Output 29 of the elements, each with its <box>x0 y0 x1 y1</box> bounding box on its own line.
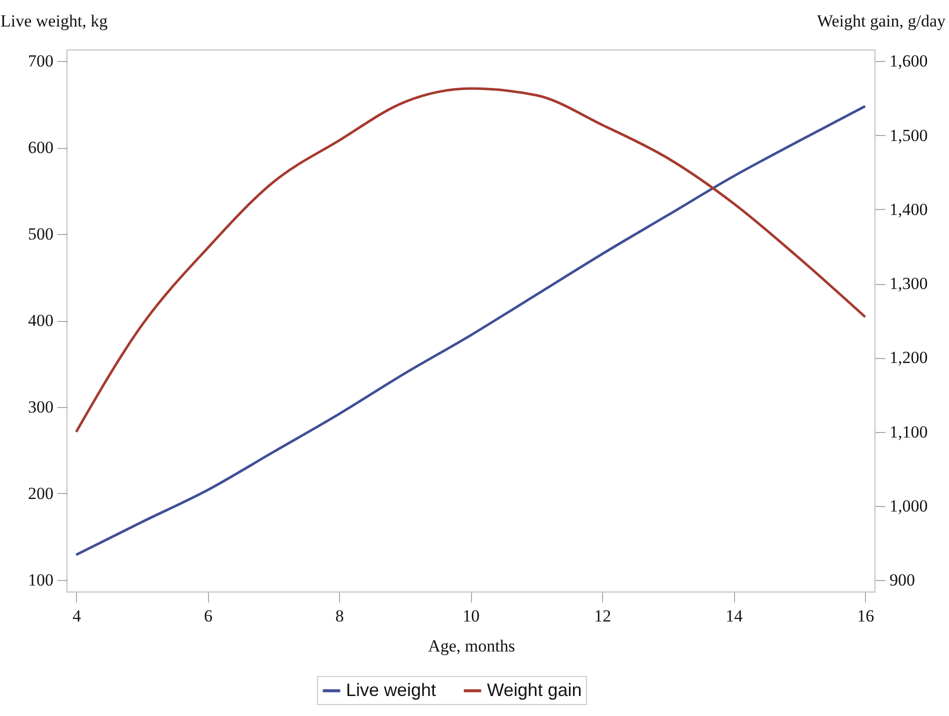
y-tick-label: 700 <box>28 52 54 71</box>
line-series <box>74 87 866 434</box>
y2-tick-label: 900 <box>890 570 915 590</box>
y2-tick-label: 1,600 <box>890 52 928 71</box>
x-tick-label: 4 <box>72 606 82 626</box>
y-tick-label: 600 <box>28 138 54 158</box>
x-tick-label: 14 <box>726 606 744 626</box>
y-tick-label: 100 <box>28 570 54 590</box>
y2-tick-label: 1,400 <box>890 200 928 219</box>
x-tick-label: 6 <box>204 606 212 626</box>
x-tick-label: 10 <box>462 606 480 626</box>
y-tick-label: 500 <box>28 224 54 244</box>
x-tick-label: 16 <box>857 606 874 626</box>
x-tick-label: 8 <box>335 606 344 626</box>
y2-tick-label: 1,000 <box>890 496 928 516</box>
y-tick-label: 400 <box>28 311 54 330</box>
y2-tick-label: 1,300 <box>890 274 928 294</box>
y2-axis-title: Weight gain, g/day <box>817 12 946 30</box>
line-series <box>74 104 866 556</box>
x-tick-label: 12 <box>594 606 612 626</box>
y-tick-label: 200 <box>28 484 54 503</box>
y2-tick-label: 1,500 <box>890 126 928 145</box>
y-tick-label: 300 <box>28 398 54 417</box>
y2-tick-label: 1,100 <box>890 422 928 442</box>
y-axis-title: Live weight, kg <box>0 12 108 30</box>
legend-label: Live weight <box>346 680 436 700</box>
y2-tick-label: 1,200 <box>890 348 928 368</box>
legend-label: Weight gain <box>487 680 582 700</box>
x-axis-title: Age, months <box>428 636 515 656</box>
